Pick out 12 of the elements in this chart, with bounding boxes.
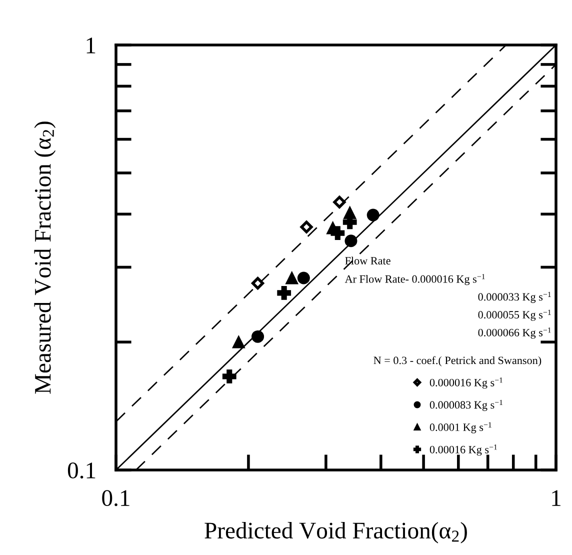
annotation: 0.000055 Kg s$^{−1}$	[478, 310, 551, 321]
legend-title: N = 0.3 - coef.( Petrick and Swanson)	[374, 356, 542, 366]
legend-label: 0.000083 Kg s$^{−1}$	[430, 400, 502, 411]
annotation: Flow Rate	[345, 256, 390, 265]
annotation: Ar Flow Rate- 0.000016 Kg s$^{−1}$	[344, 274, 485, 286]
y-axis-title: Measured Void Fraction (α$_{2}$)	[34, 122, 56, 394]
legend-label: 0.000016 Kg s$^{−1}$	[430, 378, 502, 389]
x-axis-title: Predicted Void Fraction(α$_{2}$)	[204, 522, 467, 544]
annotation: 0.000066 Kg s$^{−1}$	[478, 328, 551, 339]
legend-label: 0.0001 Kg s$^{−1}$	[430, 422, 492, 434]
legend-label: 0.00016 Kg s$^{−1}$	[430, 444, 497, 456]
annotation: 0.000033 Kg s$^{−1}$	[478, 292, 551, 303]
